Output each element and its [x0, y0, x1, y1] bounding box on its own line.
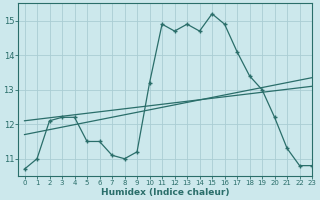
X-axis label: Humidex (Indice chaleur): Humidex (Indice chaleur): [101, 188, 229, 197]
